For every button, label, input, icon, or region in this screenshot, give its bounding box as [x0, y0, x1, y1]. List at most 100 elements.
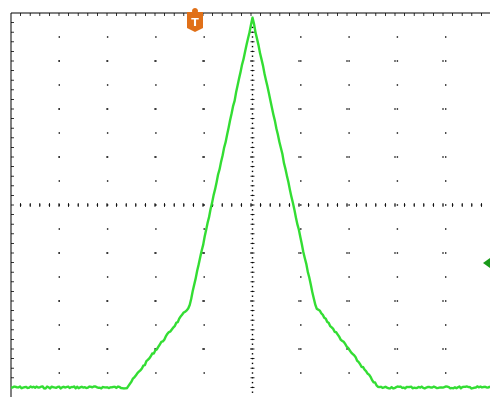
grid-dot: [106, 348, 108, 350]
trigger-position-icon[interactable]: T: [187, 8, 203, 32]
grid-dot: [154, 156, 156, 158]
grid-dot: [348, 276, 350, 278]
grid-dot: [203, 372, 205, 374]
grid-dot: [58, 132, 60, 134]
grid-dot: [251, 362, 254, 365]
grid-dot: [442, 348, 444, 350]
grid-dot: [251, 391, 254, 393]
grid-dot: [251, 180, 254, 182]
grid-dot: [203, 276, 205, 278]
grid-dot: [106, 372, 109, 374]
grid-dot: [348, 324, 350, 326]
grid-dot: [251, 285, 254, 288]
grid-dot: [396, 108, 399, 110]
grid-dot: [348, 108, 350, 110]
grid-dot: [106, 252, 108, 254]
grid-dot: [251, 333, 254, 336]
grid-dot: [251, 295, 254, 297]
grid-dot: [348, 84, 350, 86]
grid-dot: [106, 324, 109, 326]
grid-dot: [203, 228, 205, 230]
grid-dot: [58, 252, 60, 254]
grid-dot: [442, 156, 444, 158]
grid-dot: [346, 60, 348, 62]
grid-dot: [106, 228, 109, 230]
grid-dot: [203, 180, 205, 182]
grid-dot: [251, 132, 254, 134]
grid-dot: [298, 252, 300, 254]
grid-dot: [251, 189, 254, 192]
grid-dot: [155, 300, 157, 302]
grid-dot: [58, 180, 60, 182]
grid-dot: [58, 108, 60, 110]
grid-dot: [445, 300, 447, 302]
grid-dot: [396, 156, 399, 158]
grid-dot: [251, 122, 254, 125]
grid-dot: [251, 84, 254, 86]
grid-dot: [346, 348, 348, 350]
grid-dot: [300, 372, 302, 374]
grid-dot: [394, 156, 396, 158]
grid-dot: [106, 180, 109, 182]
grid-dot: [251, 199, 254, 201]
grid-dot: [396, 84, 399, 86]
grid-dot: [348, 132, 350, 134]
trigger-level-icon[interactable]: [483, 258, 490, 268]
grid-dot: [251, 141, 254, 144]
grid-dot: [251, 305, 254, 307]
grid-dot: [298, 60, 300, 62]
grid-dot: [251, 247, 254, 249]
grid-dot: [394, 252, 396, 254]
grid-dot: [445, 204, 447, 206]
grid-dot: [203, 324, 205, 326]
grid-dot: [106, 36, 109, 38]
grid-dot: [155, 156, 157, 158]
grid-dot: [394, 108, 396, 110]
grid-dot: [346, 252, 348, 254]
grid-dot: [300, 60, 302, 62]
grid-dot: [300, 228, 302, 230]
grid-dot: [396, 348, 399, 350]
grid-dot: [445, 84, 447, 86]
grid-dot: [298, 300, 300, 302]
grid-dot: [445, 228, 447, 230]
grid-dot: [251, 257, 254, 259]
grid-dot: [154, 348, 156, 350]
grid-dot: [203, 156, 205, 158]
grid-dot: [445, 252, 447, 254]
grid-dot: [394, 60, 396, 62]
grid-dot: [155, 276, 157, 278]
grid-dot: [58, 300, 60, 302]
grid-dot: [251, 314, 254, 317]
grid-dot: [396, 60, 399, 62]
grid-dot: [396, 132, 399, 134]
grid-dot: [58, 36, 60, 38]
grid-dot: [58, 324, 60, 326]
grid-dot: [396, 300, 399, 302]
grid-dot: [106, 108, 108, 110]
grid-dot: [396, 204, 399, 206]
grid-dot: [348, 156, 350, 158]
grid-dot: [445, 156, 447, 158]
grid-dot: [445, 348, 447, 350]
grid-dot: [396, 228, 399, 230]
grid-dot: [251, 372, 254, 374]
grid-dot: [106, 276, 109, 278]
grid-dot: [155, 228, 157, 230]
grid-dot: [445, 108, 447, 110]
grid-dot: [442, 108, 444, 110]
trigger-label: T: [191, 16, 199, 29]
grid-dot: [300, 132, 302, 134]
grid-dot: [445, 180, 447, 182]
grid-dot: [348, 252, 350, 254]
grid-dot: [203, 36, 205, 38]
grid-dot: [445, 60, 447, 62]
grid-dot: [251, 74, 254, 77]
grid-dot: [202, 252, 204, 254]
grid-dot: [58, 60, 60, 62]
grid-dot: [106, 156, 108, 158]
grid-dot: [251, 266, 254, 269]
grid-dot: [155, 372, 157, 374]
grid-dot: [202, 348, 204, 350]
